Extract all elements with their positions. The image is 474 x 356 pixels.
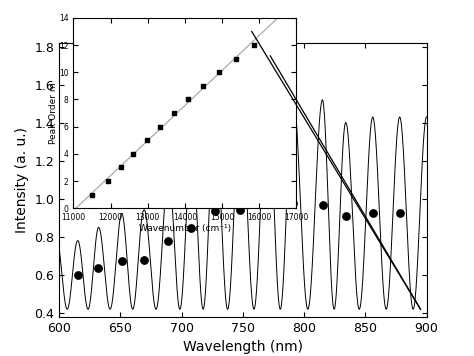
Point bbox=[164, 238, 172, 244]
Point bbox=[211, 208, 219, 214]
Point bbox=[264, 196, 271, 201]
Point bbox=[369, 210, 376, 216]
Point bbox=[170, 110, 177, 116]
Point bbox=[232, 56, 240, 62]
Point bbox=[237, 208, 244, 213]
Point bbox=[156, 124, 164, 130]
Point bbox=[74, 272, 82, 278]
Point bbox=[88, 192, 95, 198]
Point bbox=[396, 210, 403, 216]
Point bbox=[144, 137, 151, 143]
Point bbox=[184, 96, 192, 102]
Point bbox=[140, 257, 147, 263]
Point bbox=[129, 151, 137, 157]
Point bbox=[95, 266, 102, 271]
Point bbox=[319, 202, 326, 208]
Point bbox=[289, 200, 297, 205]
X-axis label: Wavenumber (cm⁻¹): Wavenumber (cm⁻¹) bbox=[139, 224, 231, 232]
Point bbox=[215, 69, 223, 75]
Point bbox=[342, 213, 350, 219]
Point bbox=[251, 42, 258, 48]
Point bbox=[118, 258, 126, 264]
Point bbox=[188, 225, 195, 231]
Y-axis label: Peak Order m: Peak Order m bbox=[49, 82, 58, 144]
Point bbox=[117, 164, 124, 170]
Y-axis label: Intensity (a. u.): Intensity (a. u.) bbox=[15, 127, 29, 233]
Point bbox=[105, 178, 112, 184]
X-axis label: Wavelength (nm): Wavelength (nm) bbox=[183, 340, 303, 354]
Point bbox=[200, 83, 207, 89]
